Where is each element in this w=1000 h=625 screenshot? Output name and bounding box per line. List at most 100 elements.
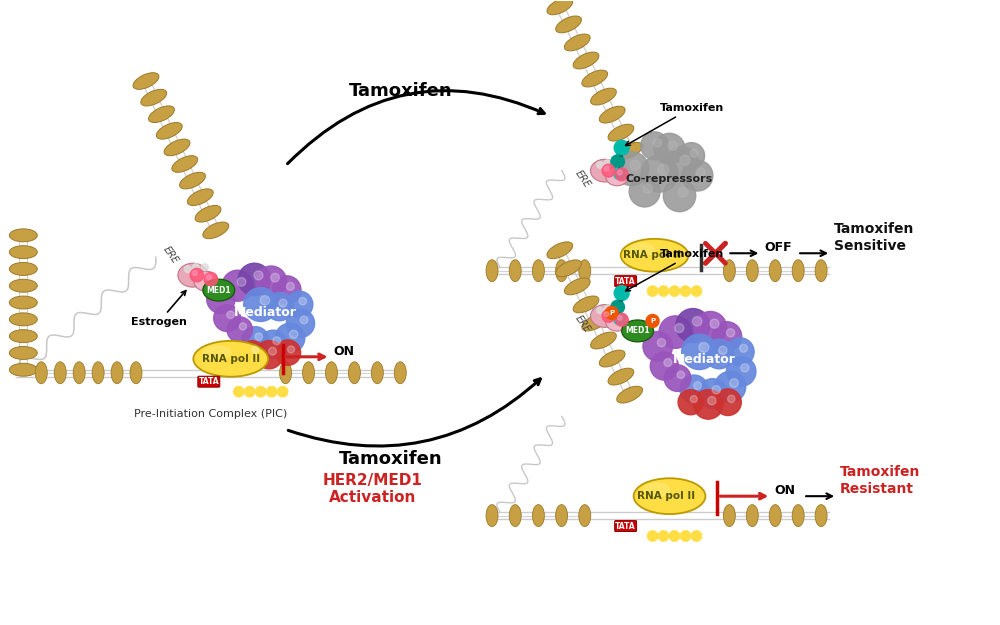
Circle shape	[255, 386, 266, 397]
Text: RNA pol II: RNA pol II	[623, 250, 681, 260]
FancyBboxPatch shape	[615, 521, 637, 531]
Ellipse shape	[573, 52, 599, 69]
Circle shape	[692, 316, 702, 326]
Ellipse shape	[769, 504, 781, 526]
Circle shape	[690, 149, 698, 157]
Ellipse shape	[621, 239, 688, 272]
Ellipse shape	[149, 106, 174, 122]
Circle shape	[726, 357, 756, 386]
Circle shape	[269, 348, 277, 355]
Ellipse shape	[73, 362, 85, 384]
Ellipse shape	[617, 386, 643, 403]
Ellipse shape	[643, 482, 670, 498]
Circle shape	[698, 379, 727, 408]
Circle shape	[207, 285, 235, 313]
Ellipse shape	[599, 106, 625, 123]
Circle shape	[222, 270, 253, 301]
Text: Pre-Initiation Complex (PIC): Pre-Initiation Complex (PIC)	[134, 409, 287, 419]
Ellipse shape	[203, 279, 235, 301]
Circle shape	[244, 288, 278, 321]
Circle shape	[252, 346, 259, 353]
Circle shape	[227, 311, 234, 319]
Circle shape	[220, 292, 228, 300]
FancyBboxPatch shape	[198, 376, 220, 387]
Ellipse shape	[54, 362, 66, 384]
Circle shape	[653, 139, 662, 147]
Circle shape	[696, 168, 705, 177]
Text: RNA pol II: RNA pol II	[202, 354, 260, 364]
Circle shape	[604, 305, 611, 312]
Ellipse shape	[723, 504, 735, 526]
Ellipse shape	[634, 478, 705, 514]
Text: Tamoxifen: Tamoxifen	[348, 82, 452, 100]
Circle shape	[669, 286, 680, 297]
Ellipse shape	[629, 242, 655, 256]
Circle shape	[664, 147, 698, 181]
Circle shape	[691, 286, 702, 297]
Ellipse shape	[9, 246, 37, 259]
Circle shape	[658, 286, 669, 297]
Circle shape	[192, 264, 199, 271]
Ellipse shape	[564, 278, 590, 295]
Circle shape	[680, 286, 691, 297]
Ellipse shape	[187, 189, 213, 206]
Circle shape	[663, 179, 696, 212]
Text: RNA pol II: RNA pol II	[637, 491, 696, 501]
Circle shape	[650, 352, 678, 380]
Circle shape	[613, 160, 619, 166]
Ellipse shape	[348, 362, 360, 384]
Circle shape	[242, 327, 269, 354]
Circle shape	[233, 386, 244, 397]
Text: Tamoxifen
Sensitive: Tamoxifen Sensitive	[834, 222, 914, 253]
Circle shape	[254, 271, 263, 280]
Circle shape	[715, 371, 746, 402]
Circle shape	[699, 342, 709, 352]
Ellipse shape	[130, 362, 142, 384]
Circle shape	[214, 305, 241, 331]
Circle shape	[266, 386, 277, 397]
Ellipse shape	[9, 279, 37, 292]
Circle shape	[730, 379, 738, 388]
Ellipse shape	[532, 260, 544, 282]
Circle shape	[275, 340, 301, 366]
Ellipse shape	[606, 167, 628, 186]
Ellipse shape	[164, 139, 190, 156]
Circle shape	[190, 268, 204, 282]
Text: Tamoxifen: Tamoxifen	[626, 249, 724, 291]
Circle shape	[239, 323, 246, 330]
Circle shape	[719, 346, 727, 354]
Circle shape	[677, 371, 685, 379]
Circle shape	[602, 164, 615, 177]
Circle shape	[273, 276, 301, 304]
Ellipse shape	[769, 260, 781, 282]
Ellipse shape	[532, 504, 544, 526]
Circle shape	[691, 531, 702, 541]
Circle shape	[184, 266, 191, 272]
Circle shape	[647, 531, 658, 541]
Ellipse shape	[556, 504, 568, 526]
Ellipse shape	[590, 304, 619, 328]
Circle shape	[726, 329, 735, 337]
Circle shape	[614, 286, 629, 301]
Circle shape	[647, 286, 658, 297]
Circle shape	[286, 291, 313, 318]
Circle shape	[678, 389, 703, 415]
Circle shape	[286, 309, 315, 338]
Circle shape	[265, 292, 294, 321]
Circle shape	[286, 282, 294, 291]
Circle shape	[694, 311, 727, 344]
Text: OFF: OFF	[764, 241, 792, 254]
Ellipse shape	[92, 362, 104, 384]
Ellipse shape	[579, 504, 591, 526]
Circle shape	[675, 324, 684, 332]
Ellipse shape	[582, 314, 608, 331]
Circle shape	[741, 364, 749, 372]
Circle shape	[597, 162, 603, 168]
Circle shape	[629, 176, 660, 207]
Text: MED1: MED1	[625, 326, 650, 336]
Circle shape	[690, 396, 697, 402]
Text: Mediator: Mediator	[673, 353, 736, 366]
Circle shape	[227, 317, 252, 342]
Ellipse shape	[133, 72, 159, 89]
Circle shape	[630, 160, 640, 171]
